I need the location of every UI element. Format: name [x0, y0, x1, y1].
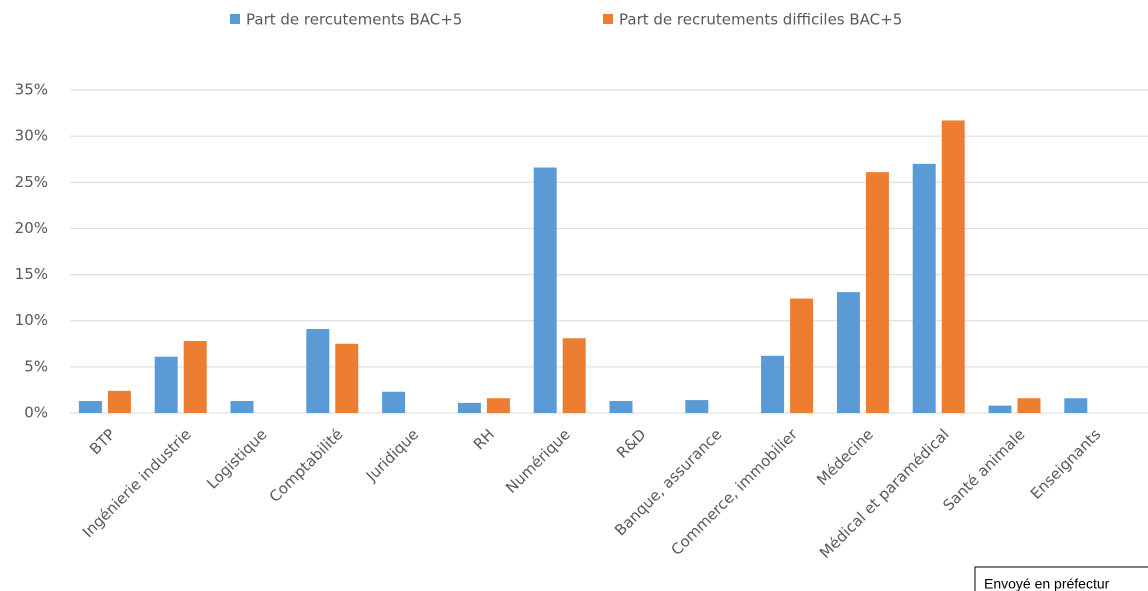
- bar: [457, 402, 481, 413]
- bar: [1064, 398, 1088, 413]
- bar: [836, 292, 860, 413]
- bar: [533, 167, 557, 413]
- x-tick-label: R&D: [613, 425, 650, 462]
- y-tick-label: 5%: [24, 357, 48, 375]
- bar: [306, 329, 330, 413]
- y-tick-label: 20%: [15, 219, 48, 237]
- x-tick-label: Commerce, immobilier: [668, 425, 802, 559]
- bar: [183, 341, 207, 413]
- x-tick-label: Médical et paramédical: [816, 425, 953, 562]
- bar: [154, 356, 178, 413]
- bar: [107, 390, 131, 413]
- x-tick-label: BTP: [86, 425, 119, 458]
- bar: [912, 163, 936, 413]
- x-tick-label: Santé animale: [939, 425, 1028, 514]
- bar: [865, 172, 889, 413]
- legend-label: Part de rercutements BAC+5: [246, 11, 462, 29]
- bar: [78, 401, 102, 413]
- bar: [486, 398, 510, 413]
- bar: [335, 343, 359, 413]
- x-tick-label: Comptabilité: [266, 425, 347, 506]
- bar: [230, 401, 254, 413]
- bar: [609, 401, 633, 413]
- bar: [941, 120, 965, 413]
- stamp-text: Envoyé en préfectur: [984, 576, 1110, 591]
- legend-swatch: [603, 14, 613, 24]
- y-tick-label: 35%: [15, 81, 48, 99]
- x-tick-label: Numérique: [502, 425, 574, 497]
- y-tick-label: 15%: [15, 265, 48, 283]
- y-tick-label: 0%: [24, 404, 48, 422]
- bar: [790, 298, 814, 413]
- bar: [382, 391, 406, 413]
- bar: [1017, 398, 1041, 413]
- stamp-box: [974, 566, 1148, 591]
- x-tick-label: Logistique: [203, 425, 270, 492]
- x-tick-label: RH: [470, 425, 498, 453]
- y-tick-label: 30%: [15, 127, 48, 145]
- legend-swatch: [230, 14, 240, 24]
- bar: [685, 400, 709, 413]
- x-tick-label: Médecine: [813, 425, 877, 489]
- bar: [761, 355, 785, 413]
- bar: [988, 405, 1012, 413]
- x-tick-label: Enseignants: [1027, 425, 1105, 503]
- y-tick-label: 25%: [15, 173, 48, 191]
- bar: [562, 338, 586, 413]
- y-tick-label: 10%: [15, 311, 48, 329]
- x-tick-label: Juridique: [362, 425, 422, 485]
- legend-label: Part de recrutements difficiles BAC+5: [619, 11, 902, 29]
